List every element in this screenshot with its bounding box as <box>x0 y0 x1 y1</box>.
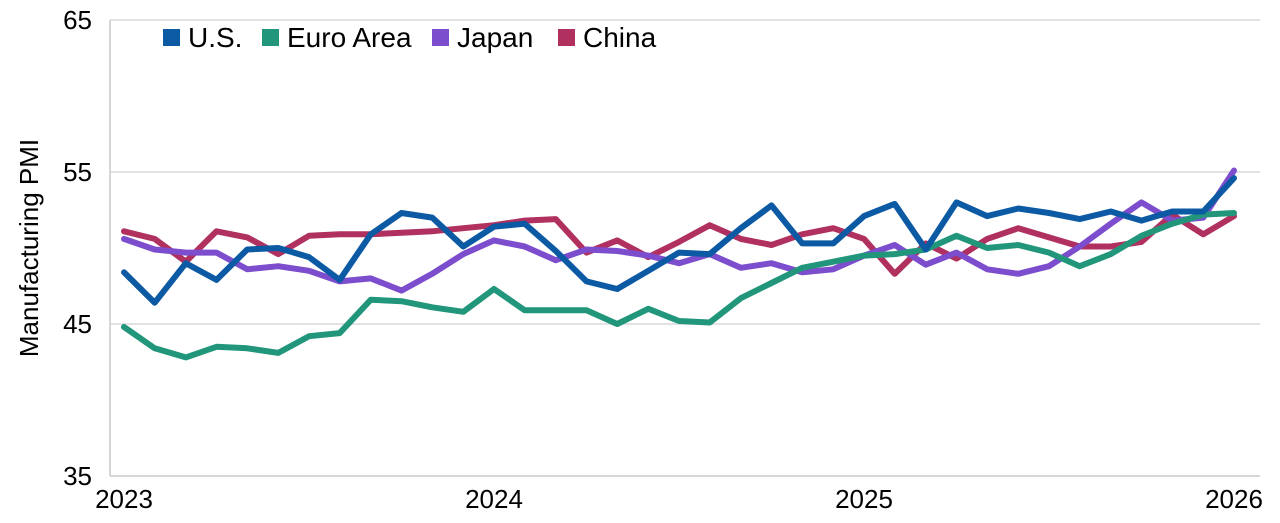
x-tick-label: 2026 <box>1205 484 1263 514</box>
series-line-u-s <box>121 175 1237 306</box>
chart-legend: U.S. Euro Area Japan China <box>163 22 657 53</box>
legend-swatch <box>163 29 180 46</box>
series-line-euro-area <box>121 210 1237 361</box>
x-tick-labels: 2023 2024 2025 2026 <box>95 484 1263 514</box>
legend-label: Japan <box>457 22 533 53</box>
series-line-china <box>121 211 1237 277</box>
y-tick-label: 55 <box>63 157 92 187</box>
legend-label: Euro Area <box>287 22 412 53</box>
legend-swatch <box>432 29 449 46</box>
x-tick-label: 2024 <box>465 484 523 514</box>
series-line-japan <box>121 167 1237 294</box>
chart-axes <box>109 20 1260 477</box>
x-tick-label: 2025 <box>835 484 893 514</box>
y-tick-label: 45 <box>63 309 92 339</box>
legend-label: U.S. <box>188 22 242 53</box>
legend-label: China <box>583 22 657 53</box>
y-tick-labels: 65 55 45 35 <box>63 5 92 491</box>
x-tick-label: 2023 <box>95 484 153 514</box>
y-tick-label: 35 <box>63 461 92 491</box>
legend-swatch <box>262 29 279 46</box>
y-axis-title: Manufacturing PMI <box>14 139 44 357</box>
series-lines <box>121 167 1237 361</box>
y-tick-label: 65 <box>63 5 92 35</box>
legend-swatch <box>558 29 575 46</box>
horizontal-gridlines <box>110 19 1260 325</box>
